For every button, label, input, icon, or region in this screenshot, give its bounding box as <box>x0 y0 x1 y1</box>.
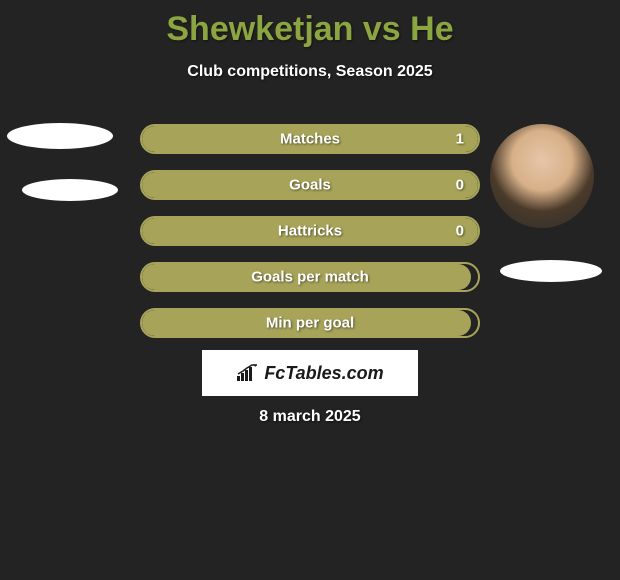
chart-icon <box>236 364 258 382</box>
stat-bar: Min per goal <box>140 308 480 338</box>
stat-bar-label: Min per goal <box>266 315 354 332</box>
placeholder-ellipse-left-2 <box>22 179 118 201</box>
stat-bar-value: 0 <box>456 223 464 240</box>
logo-text: FcTables.com <box>264 363 383 384</box>
subtitle: Club competitions, Season 2025 <box>0 63 620 81</box>
stat-bar-label: Matches <box>280 131 340 148</box>
page-title: Shewketjan vs He <box>0 0 620 49</box>
avatar-right-image <box>490 124 594 228</box>
logo-box: FcTables.com <box>202 350 418 396</box>
stat-bar: Goals 0 <box>140 170 480 200</box>
stat-bar: Goals per match <box>140 262 480 292</box>
stat-bar-label: Goals <box>289 177 331 194</box>
stat-bar-label: Goals per match <box>251 269 369 286</box>
avatar-right <box>490 124 594 228</box>
stat-bar-value: 1 <box>456 131 464 148</box>
stats-bars: Matches 1 Goals 0 Hattricks 0 Goals per match M… <box>140 124 480 354</box>
stat-bar: Hattricks 0 <box>140 216 480 246</box>
footer-date: 8 march 2025 <box>0 408 620 426</box>
stat-bar-value: 0 <box>456 177 464 194</box>
stat-bar-label: Hattricks <box>278 223 342 240</box>
placeholder-ellipse-left-1 <box>7 123 113 149</box>
placeholder-ellipse-right-1 <box>500 260 602 282</box>
stat-bar: Matches 1 <box>140 124 480 154</box>
